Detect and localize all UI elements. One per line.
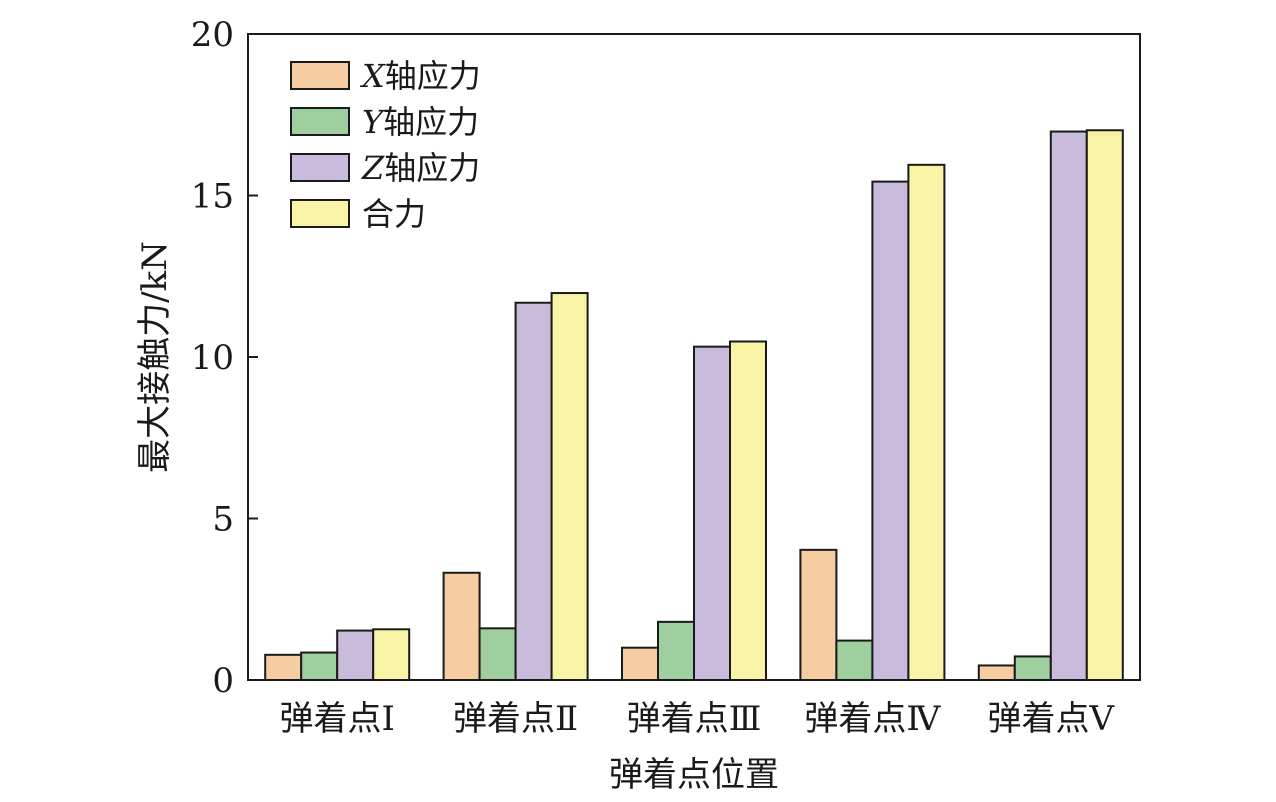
bar-2-5 bbox=[1013, 655, 1052, 682]
y-tick-label: 10 bbox=[191, 338, 234, 378]
bar-4-3 bbox=[729, 340, 767, 681]
legend-axis-letter: X bbox=[359, 57, 386, 95]
legend-label-1: X轴应力 bbox=[359, 57, 481, 95]
bar-3-3 bbox=[693, 345, 731, 681]
bar-2-3 bbox=[657, 620, 695, 681]
legend-axis-letter: Y bbox=[362, 103, 386, 141]
bar-1-4 bbox=[799, 548, 838, 681]
x-axis-title: 弹着点位置 bbox=[609, 755, 779, 795]
legend-name-text: 轴应力 bbox=[385, 57, 481, 95]
bar-1-3 bbox=[621, 646, 659, 682]
bar-4-4 bbox=[907, 163, 946, 681]
x-tick-label: 弹着点Ⅴ bbox=[988, 699, 1116, 739]
bar-2-2 bbox=[478, 627, 517, 682]
legend-swatch-1 bbox=[290, 61, 350, 90]
plot-frame bbox=[247, 33, 1141, 681]
bar-3-4 bbox=[871, 180, 910, 681]
x-tick-label: 弹着点Ⅰ bbox=[279, 699, 394, 739]
x-tick-label: 弹着点Ⅲ bbox=[627, 699, 762, 739]
legend-name-text: 合力 bbox=[362, 195, 426, 233]
legend-swatch-2 bbox=[290, 107, 350, 136]
bar-2-1 bbox=[300, 651, 339, 681]
x-tick-label: 弹着点Ⅳ bbox=[804, 699, 941, 739]
x-axis-category-labels: 弹着点Ⅰ 弹着点Ⅱ 弹着点Ⅲ 弹着点Ⅳ 弹着点Ⅴ bbox=[279, 699, 1115, 739]
legend-name-text: 轴应力 bbox=[383, 103, 479, 141]
y-tick-label: 0 bbox=[212, 661, 234, 701]
bar-3-5 bbox=[1049, 130, 1088, 681]
y-tick-label: 15 bbox=[191, 177, 234, 217]
y-axis-ticks: 0 5 10 15 20 bbox=[191, 15, 258, 701]
bar-2-4 bbox=[835, 639, 874, 681]
bar-4-2 bbox=[550, 292, 589, 681]
y-axis-title: 最大接触力/kN bbox=[135, 241, 175, 473]
bar-3-1 bbox=[336, 629, 375, 681]
legend-name-text: 轴应力 bbox=[384, 149, 480, 187]
bar-1-1 bbox=[264, 653, 303, 682]
legend-axis-letter: Z bbox=[361, 149, 385, 187]
y-tick-label: 5 bbox=[212, 500, 234, 540]
bar-1-5 bbox=[977, 664, 1016, 682]
legend-swatch-3 bbox=[290, 153, 350, 182]
y-tick-label: 20 bbox=[191, 15, 234, 55]
legend-label-3: Z轴应力 bbox=[361, 149, 480, 187]
legend-label-4: 合力 bbox=[362, 195, 426, 233]
bar-3-2 bbox=[514, 301, 553, 681]
bar-4-5 bbox=[1085, 129, 1124, 681]
bars-group bbox=[264, 129, 1124, 682]
bar-1-2 bbox=[442, 571, 481, 681]
bar-4-1 bbox=[372, 628, 411, 681]
x-tick-label: 弹着点Ⅱ bbox=[453, 699, 578, 739]
legend-swatch-4 bbox=[290, 199, 350, 228]
legend-label-2: Y轴应力 bbox=[362, 103, 479, 141]
